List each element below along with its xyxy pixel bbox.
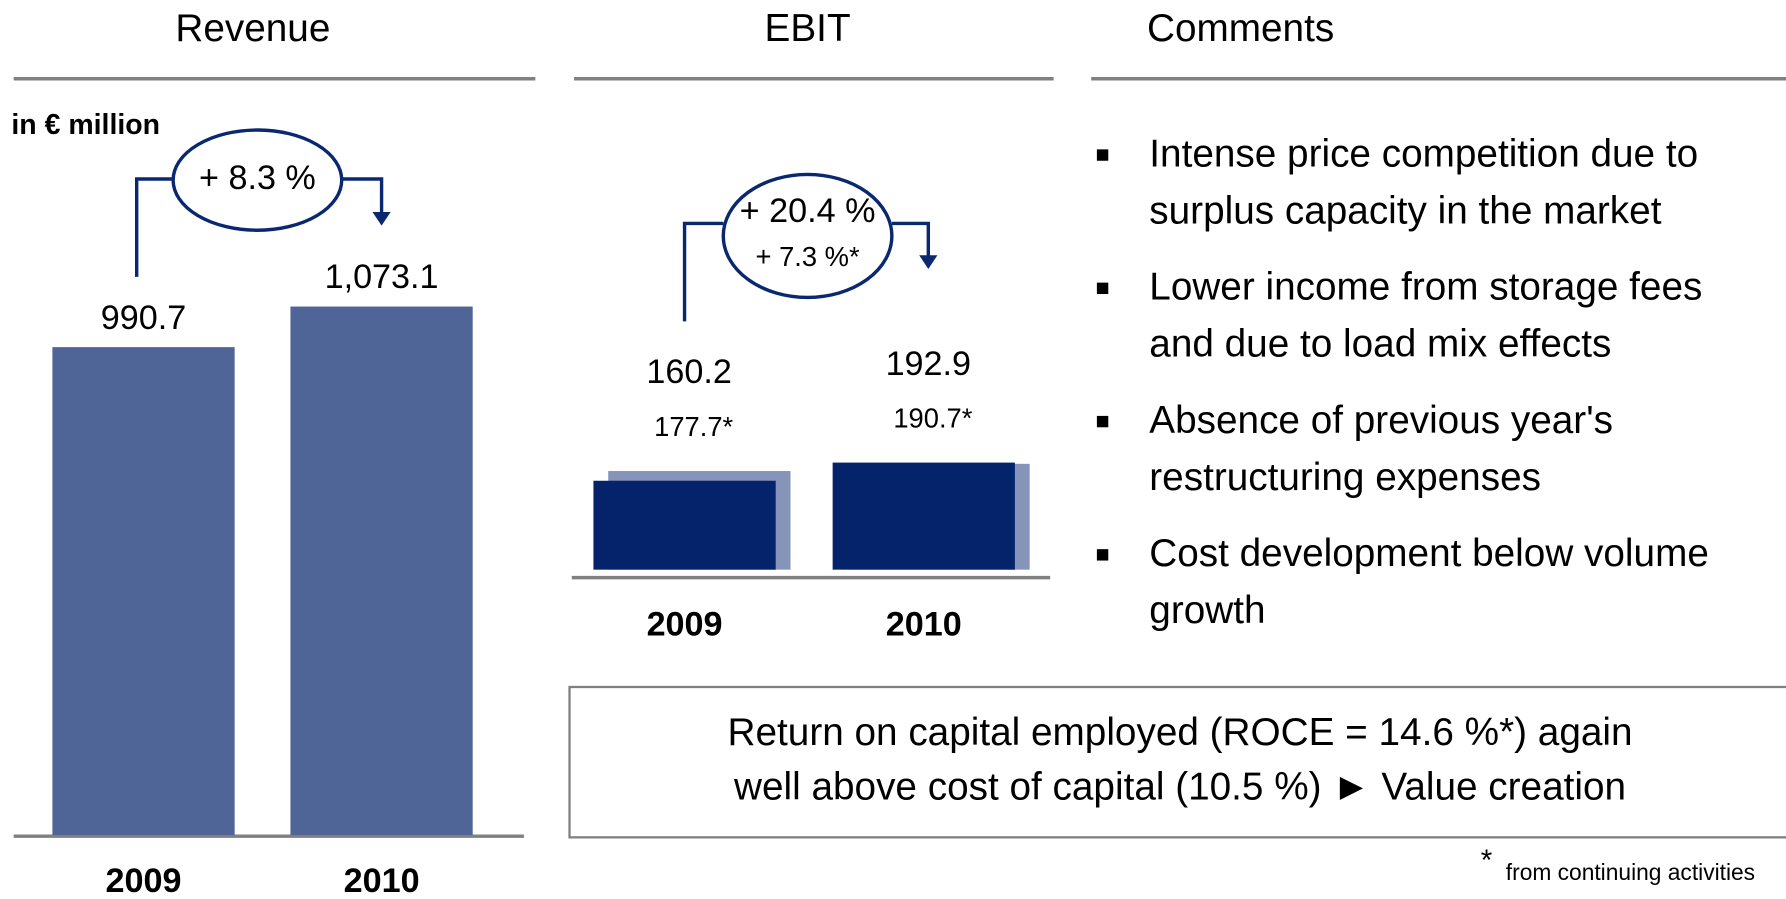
bullet bbox=[1096, 415, 1109, 428]
growth-bracket bbox=[682, 221, 931, 322]
panel-title: EBIT bbox=[765, 7, 851, 50]
footnote: from continuing activities bbox=[1506, 859, 1755, 885]
comment-text: growth bbox=[1149, 589, 1265, 632]
growth-label: + 7.3 %* bbox=[756, 241, 860, 272]
highlight-text: Return on capital employed (ROCE = 14.6 … bbox=[728, 711, 1633, 754]
panel-title: Revenue bbox=[175, 7, 330, 50]
bar bbox=[52, 347, 235, 836]
highlight-box bbox=[568, 685, 1786, 839]
value-label: 190.7* bbox=[893, 403, 972, 434]
bar bbox=[593, 480, 776, 570]
x-tick-label: 2009 bbox=[647, 606, 723, 644]
value-label: 1,073.1 bbox=[325, 258, 439, 296]
comment-text: restructuring expenses bbox=[1149, 456, 1541, 499]
comment-text: Cost development below volume bbox=[1149, 532, 1709, 575]
value-label: 160.2 bbox=[646, 353, 731, 391]
bullet bbox=[1096, 149, 1109, 161]
x-tick-label: 2009 bbox=[106, 862, 182, 899]
arrow-head bbox=[919, 255, 938, 269]
growth-label: + 8.3 % bbox=[199, 159, 316, 197]
comment-text: surplus capacity in the market bbox=[1149, 189, 1661, 232]
x-tick-label: 2010 bbox=[886, 606, 962, 644]
footnote-marker: * bbox=[1481, 844, 1493, 877]
growth-ellipse bbox=[721, 172, 894, 300]
growth-bracket bbox=[134, 177, 384, 277]
bar bbox=[832, 462, 1015, 570]
growth-label: + 20.4 % bbox=[740, 192, 876, 230]
unit-label: in € million bbox=[11, 109, 160, 141]
value-label: 192.9 bbox=[886, 345, 971, 383]
comment-text: and due to load mix effects bbox=[1149, 323, 1611, 366]
highlight-text: well above cost of capital (10.5 %) ► Va… bbox=[733, 766, 1626, 809]
value-label: 990.7 bbox=[101, 299, 186, 337]
arrow-head bbox=[372, 212, 391, 226]
comment-text: Intense price competition due to bbox=[1149, 132, 1698, 175]
bar bbox=[290, 306, 473, 836]
bullet bbox=[1096, 549, 1109, 561]
comment-text: Lower income from storage fees bbox=[1149, 266, 1702, 309]
panel-title: Comments bbox=[1147, 7, 1334, 50]
comment-text: Absence of previous year's bbox=[1149, 399, 1613, 442]
value-label: 177.7* bbox=[654, 411, 733, 442]
x-tick-label: 2010 bbox=[344, 862, 420, 899]
growth-ellipse bbox=[171, 128, 344, 232]
bullet bbox=[1096, 282, 1109, 295]
